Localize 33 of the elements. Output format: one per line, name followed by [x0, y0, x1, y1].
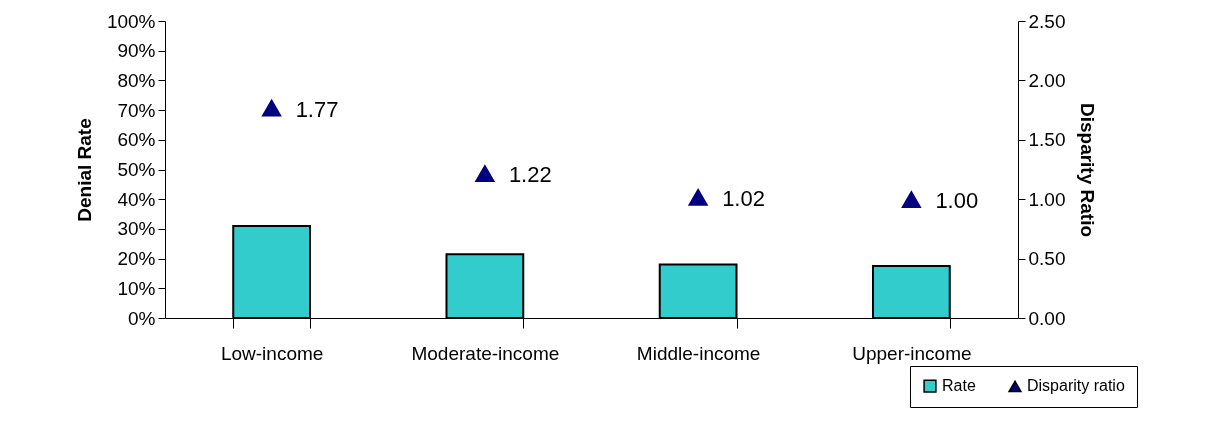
- y2-tick-label: 2.50: [1028, 10, 1066, 32]
- legend-label: Rate: [942, 377, 976, 395]
- x-tick-label: Low-income: [220, 342, 324, 364]
- y2-tick-label: 0.50: [1028, 248, 1066, 270]
- data-label: 1.00: [935, 188, 979, 214]
- point: [261, 98, 282, 117]
- point: [687, 187, 709, 206]
- y-tick-label: 30%: [117, 218, 156, 240]
- y-tick-label: 100%: [106, 10, 156, 32]
- data-label: 1.02: [722, 185, 765, 211]
- legend-label: Disparity ratio: [1027, 377, 1125, 395]
- data-label: 1.77: [295, 96, 339, 122]
- y-tick-label: 80%: [117, 69, 156, 91]
- y2-tick-label: 1.00: [1028, 188, 1066, 210]
- y-tick-label: 10%: [117, 277, 156, 299]
- y-tick-label: 70%: [117, 99, 156, 121]
- y2-tick-label: 2.00: [1028, 69, 1066, 91]
- x-tick-label: Upper-income: [852, 342, 972, 364]
- y-tick-label: 50%: [117, 159, 156, 180]
- point: [474, 164, 496, 182]
- y-tick-label: 40%: [117, 188, 156, 210]
- y-axis-title: Denial Rate: [73, 118, 95, 222]
- y-tick-label: 0%: [128, 307, 156, 329]
- y2-axis-title: Disparity Ratio: [1077, 102, 1099, 238]
- x-tick-label: Middle-income: [636, 342, 761, 364]
- point: [901, 190, 922, 209]
- x-tick-label: Moderate-income: [411, 342, 560, 364]
- y-tick-label: 20%: [117, 248, 156, 270]
- data-label: 1.22: [508, 162, 552, 188]
- y2-tick-label: 1.50: [1028, 129, 1066, 151]
- y-tick-label: 60%: [117, 129, 156, 151]
- y-tick-label: 90%: [117, 40, 156, 62]
- y2-tick-label: 0.00: [1028, 307, 1066, 329]
